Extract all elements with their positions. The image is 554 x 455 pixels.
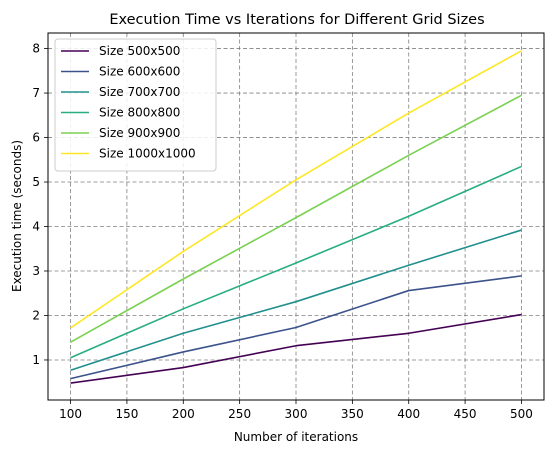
x-tick-label: 350 xyxy=(341,407,364,421)
y-tick-label: 3 xyxy=(32,264,40,278)
x-tick-label: 200 xyxy=(172,407,195,421)
legend-label-4: Size 800x800 xyxy=(99,106,180,120)
series-lines xyxy=(70,50,522,384)
legend: Size 500x500 Size 600x600 Size 700x700 Size… xyxy=(54,38,217,172)
x-tick-label: 100 xyxy=(59,407,82,421)
legend-box xyxy=(54,38,217,172)
y-tick-label: 1 xyxy=(32,353,40,367)
y-axis-ticks: 1 2 3 4 5 6 7 8 xyxy=(32,42,48,367)
x-tick-label: 400 xyxy=(397,407,420,421)
series-line-6 xyxy=(70,50,522,329)
series-line-5 xyxy=(70,94,522,343)
x-axis-ticks: 100 150 200 250 300 350 400 450 500 xyxy=(59,400,533,421)
x-tick-label: 150 xyxy=(115,407,138,421)
series-line-4 xyxy=(70,165,522,359)
y-tick-label: 2 xyxy=(32,308,40,322)
legend-label-3: Size 700x700 xyxy=(99,85,180,99)
legend-label-6: Size 1000x1000 xyxy=(99,147,196,161)
grid xyxy=(48,33,544,400)
legend-label-5: Size 900x900 xyxy=(99,126,180,140)
series-line-2 xyxy=(70,275,522,380)
series-line-1 xyxy=(70,313,522,384)
legend-label-2: Size 600x600 xyxy=(99,65,180,79)
y-tick-label: 5 xyxy=(32,175,40,189)
y-tick-label: 7 xyxy=(32,86,40,100)
y-tick-label: 8 xyxy=(32,42,40,56)
legend-label-1: Size 500x500 xyxy=(99,44,180,58)
chart-title: Execution Time vs Iterations for Differe… xyxy=(109,12,484,28)
x-tick-label: 450 xyxy=(454,407,477,421)
x-tick-label: 500 xyxy=(510,407,533,421)
y-tick-label: 6 xyxy=(32,131,40,145)
y-axis-label: Execution time (seconds) xyxy=(10,140,24,292)
x-axis-label: Number of iterations xyxy=(234,430,358,444)
series-line-3 xyxy=(70,229,522,371)
x-tick-label: 300 xyxy=(285,407,308,421)
y-tick-label: 4 xyxy=(32,220,40,234)
x-tick-label: 250 xyxy=(228,407,251,421)
